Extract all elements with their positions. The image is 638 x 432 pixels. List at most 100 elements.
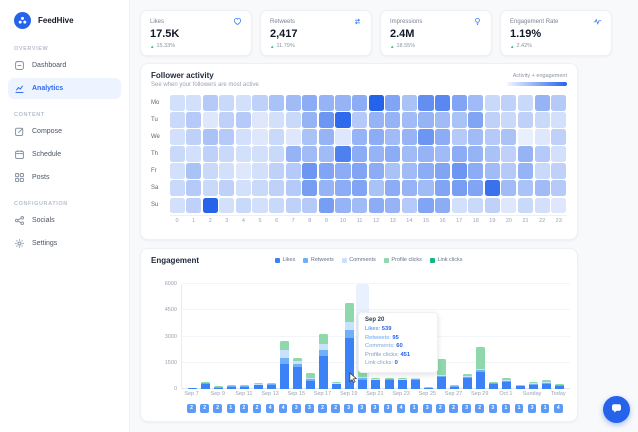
heatmap-cell[interactable]: [219, 112, 235, 128]
heatmap-cell[interactable]: [401, 112, 417, 128]
sidebar-item-compose[interactable]: Compose: [8, 121, 121, 142]
heatmap-cell[interactable]: [252, 112, 268, 128]
engagement-bar[interactable]: [358, 368, 368, 389]
heatmap-cell[interactable]: [335, 146, 351, 162]
heatmap-cell[interactable]: [534, 180, 550, 197]
heatmap-cell[interactable]: [186, 129, 202, 145]
heatmap-cell[interactable]: [534, 95, 550, 111]
heatmap-cell[interactable]: [551, 95, 567, 111]
engagement-bar[interactable]: [201, 381, 211, 389]
heatmap-cell[interactable]: [335, 95, 351, 111]
post-count-badge[interactable]: 2: [213, 404, 222, 413]
heatmap-cell[interactable]: [269, 129, 285, 145]
heatmap-cell[interactable]: [517, 180, 534, 197]
engagement-bar[interactable]: [227, 385, 237, 389]
heatmap-cell[interactable]: [484, 112, 500, 128]
legend-item-retweets[interactable]: Retweets: [303, 257, 334, 263]
heatmap-cell[interactable]: [169, 129, 185, 145]
heatmap-cell[interactable]: [484, 146, 500, 162]
heatmap-cell[interactable]: [435, 129, 451, 145]
heatmap-cell[interactable]: [169, 180, 185, 197]
post-count-badge[interactable]: 3: [292, 404, 301, 413]
heatmap-cell[interactable]: [385, 163, 401, 179]
sidebar-item-schedule[interactable]: Schedule: [8, 144, 121, 165]
heatmap-cell[interactable]: [252, 129, 268, 145]
heatmap-cell[interactable]: [517, 95, 534, 111]
engagement-bar[interactable]: [253, 382, 263, 389]
engagement-bar[interactable]: [423, 387, 433, 389]
heatmap-cell[interactable]: [269, 197, 285, 214]
heatmap-cell[interactable]: [435, 180, 451, 197]
heatmap-cell[interactable]: [451, 129, 467, 145]
heatmap-cell[interactable]: [318, 180, 334, 197]
post-count-badge[interactable]: 3: [305, 404, 314, 413]
heatmap-cell[interactable]: [368, 180, 384, 197]
heatmap-cell[interactable]: [186, 197, 202, 214]
heatmap-cell[interactable]: [302, 146, 318, 162]
heatmap-cell[interactable]: [534, 146, 550, 162]
heatmap-cell[interactable]: [202, 112, 218, 128]
heatmap-cell[interactable]: [235, 180, 251, 197]
heatmap-cell[interactable]: [418, 197, 434, 214]
post-count-badge[interactable]: 3: [462, 404, 471, 413]
legend-item-comments[interactable]: Comments: [341, 257, 376, 263]
engagement-bar[interactable]: [266, 382, 276, 389]
heatmap-cell[interactable]: [269, 146, 285, 162]
post-count-badge[interactable]: 2: [187, 404, 196, 413]
heatmap-cell[interactable]: [368, 112, 384, 128]
heatmap-cell[interactable]: [186, 95, 202, 111]
engagement-bar[interactable]: [397, 378, 407, 389]
heatmap-cell[interactable]: [451, 95, 467, 111]
heatmap-cell[interactable]: [318, 129, 334, 145]
heatmap-cell[interactable]: [385, 112, 401, 128]
heatmap-cell[interactable]: [335, 163, 351, 179]
heatmap-cell[interactable]: [517, 129, 534, 145]
heatmap-cell[interactable]: [451, 146, 467, 162]
heatmap-cell[interactable]: [269, 163, 285, 179]
heatmap-cell[interactable]: [468, 163, 484, 179]
engagement-bar[interactable]: [240, 385, 250, 389]
heatmap-cell[interactable]: [318, 112, 334, 128]
heatmap-cell[interactable]: [219, 163, 235, 179]
heatmap-cell[interactable]: [186, 163, 202, 179]
engagement-bar[interactable]: [279, 341, 289, 389]
heatmap-cell[interactable]: [285, 180, 301, 197]
heatmap-cell[interactable]: [202, 197, 218, 214]
heatmap-cell[interactable]: [302, 95, 318, 111]
heatmap-cell[interactable]: [468, 197, 484, 214]
heatmap-cell[interactable]: [451, 163, 467, 179]
heatmap-cell[interactable]: [219, 95, 235, 111]
heatmap-cell[interactable]: [368, 197, 384, 214]
sidebar-item-posts[interactable]: Posts: [8, 167, 121, 188]
post-count-badge[interactable]: 4: [554, 404, 563, 413]
post-count-badge[interactable]: 2: [318, 404, 327, 413]
heatmap-cell[interactable]: [401, 95, 417, 111]
heatmap-cell[interactable]: [335, 112, 351, 128]
heatmap-cell[interactable]: [352, 146, 368, 162]
heatmap-cell[interactable]: [435, 197, 451, 214]
heatmap-cell[interactable]: [418, 112, 434, 128]
heatmap-cell[interactable]: [468, 180, 484, 197]
heatmap-cell[interactable]: [252, 146, 268, 162]
heatmap-cell[interactable]: [235, 197, 251, 214]
post-count-badge[interactable]: 1: [514, 404, 524, 413]
post-count-badge[interactable]: 2: [436, 404, 445, 413]
post-count-badge[interactable]: 4: [278, 404, 288, 413]
heatmap-cell[interactable]: [219, 197, 235, 214]
heatmap-cell[interactable]: [335, 197, 351, 214]
heatmap-cell[interactable]: [418, 146, 434, 162]
post-count-badge[interactable]: 2: [331, 404, 340, 413]
heatmap-cell[interactable]: [235, 129, 251, 145]
heatmap-cell[interactable]: [302, 163, 318, 179]
heatmap-cell[interactable]: [335, 180, 351, 197]
heatmap-cell[interactable]: [551, 129, 567, 145]
post-count-badge[interactable]: 1: [501, 404, 511, 413]
post-count-badge[interactable]: 4: [265, 404, 275, 413]
heatmap-cell[interactable]: [235, 146, 251, 162]
heatmap-cell[interactable]: [202, 129, 218, 145]
heatmap-cell[interactable]: [501, 146, 517, 162]
heatmap-cell[interactable]: [534, 112, 550, 128]
post-count-badge[interactable]: 2: [475, 404, 484, 413]
heatmap-cell[interactable]: [484, 163, 500, 179]
heatmap-cell[interactable]: [385, 95, 401, 111]
